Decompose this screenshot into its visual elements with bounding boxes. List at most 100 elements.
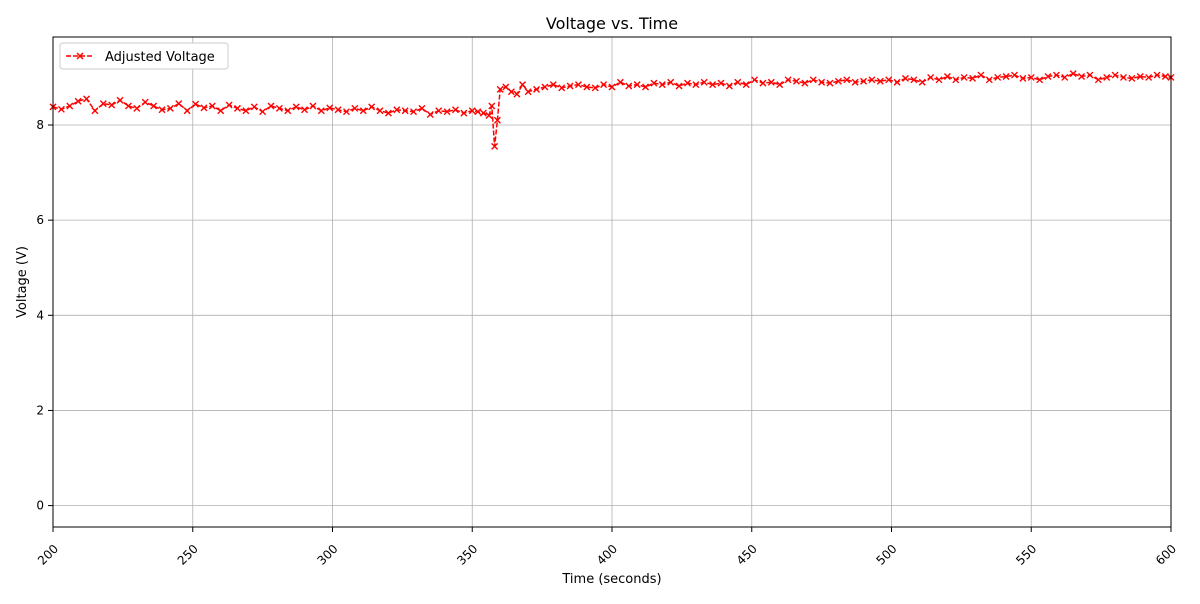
- data-point-marker: [175, 100, 183, 108]
- data-point-marker: [1119, 73, 1127, 81]
- data-point-marker: [166, 104, 174, 112]
- data-point-marker: [1128, 74, 1136, 82]
- legend-x-marker-icon: [76, 52, 84, 60]
- data-point-marker: [784, 76, 792, 84]
- data-point-marker: [1010, 71, 1018, 79]
- data-point-marker: [616, 78, 624, 86]
- data-point-marker: [359, 107, 367, 115]
- data-point-marker: [108, 101, 116, 109]
- x-tick-label: 350: [454, 542, 480, 568]
- data-point-marker: [1044, 72, 1052, 80]
- chart-title: Voltage vs. Time: [546, 14, 678, 33]
- data-point-marker: [885, 76, 893, 84]
- data-point-marker: [217, 107, 225, 115]
- data-point-marker: [435, 107, 443, 115]
- data-point-marker: [994, 73, 1002, 81]
- data-point-marker: [1094, 76, 1102, 84]
- data-point-marker: [558, 84, 566, 92]
- data-point-marker: [99, 100, 107, 108]
- data-point-marker: [242, 107, 250, 115]
- data-point-marker: [843, 76, 851, 84]
- data-point-marker: [418, 104, 426, 112]
- data-point-marker: [633, 81, 641, 89]
- data-point-marker: [479, 109, 487, 117]
- data-point-marker: [124, 102, 132, 110]
- data-point-marker: [192, 100, 200, 108]
- data-point-marker: [943, 72, 951, 80]
- data-point-marker: [519, 81, 527, 89]
- x-tick-label: 500: [874, 542, 900, 568]
- data-point-marker: [410, 108, 418, 116]
- grid-layer: [52, 37, 1172, 527]
- data-point-marker: [1078, 72, 1086, 80]
- data-point-marker: [326, 104, 334, 112]
- y-tick-label: 2: [36, 403, 44, 417]
- data-point-marker: [709, 81, 717, 89]
- data-point-marker: [66, 102, 74, 110]
- data-point-marker: [250, 103, 258, 111]
- data-layer: [49, 70, 1175, 150]
- data-point-marker: [91, 107, 99, 115]
- data-point-marker: [834, 77, 842, 85]
- data-point-marker: [1061, 73, 1069, 81]
- data-point-marker: [259, 108, 267, 116]
- data-point-marker: [583, 83, 591, 91]
- data-point-marker: [876, 77, 884, 85]
- data-point-marker: [977, 71, 985, 79]
- data-point-marker: [960, 73, 968, 81]
- data-point-marker: [1052, 71, 1060, 79]
- legend: Adjusted Voltage: [59, 42, 229, 70]
- data-point-marker: [1036, 76, 1044, 84]
- data-point-marker: [650, 79, 658, 87]
- data-point-marker: [533, 85, 541, 93]
- data-point-marker: [507, 88, 515, 96]
- data-point-marker: [225, 101, 233, 109]
- data-point-marker: [368, 103, 376, 111]
- data-point-marker: [513, 90, 521, 98]
- y-axis-title: Voltage (V): [15, 246, 30, 318]
- data-point-marker: [1153, 71, 1161, 79]
- data-point-marker: [267, 102, 275, 110]
- x-tick-label: 450: [734, 542, 760, 568]
- data-point-marker: [401, 107, 409, 115]
- data-point-marker: [183, 107, 191, 115]
- x-tick-label: 250: [175, 542, 201, 568]
- data-point-marker: [910, 76, 918, 84]
- x-tick-label: 550: [1013, 542, 1039, 568]
- data-point-marker: [83, 95, 91, 103]
- data-point-marker: [384, 109, 392, 117]
- data-point-marker: [460, 109, 468, 117]
- data-point-marker: [776, 81, 784, 89]
- data-point-marker: [133, 104, 141, 112]
- data-point-marker: [809, 76, 817, 84]
- data-point-marker: [474, 108, 482, 116]
- data-point-marker: [376, 107, 384, 115]
- data-point-marker: [443, 108, 451, 116]
- data-point-marker: [524, 88, 532, 96]
- data-point-marker: [1136, 72, 1144, 80]
- data-point-marker: [233, 104, 241, 112]
- data-point-marker: [985, 76, 993, 84]
- data-point-marker: [818, 78, 826, 86]
- data-point-marker: [952, 76, 960, 84]
- data-point-marker: [826, 79, 834, 87]
- data-point-marker: [759, 79, 767, 87]
- y-tick-label: 6: [36, 213, 44, 227]
- data-point-marker: [574, 81, 582, 89]
- data-point-marker: [658, 81, 666, 89]
- data-point-marker: [351, 104, 359, 112]
- data-point-marker: [468, 107, 476, 115]
- data-point-marker: [725, 82, 733, 90]
- data-point-marker: [860, 77, 868, 85]
- data-point-marker: [1086, 71, 1094, 79]
- data-point-marker: [625, 82, 633, 90]
- data-point-marker: [317, 107, 325, 115]
- data-point-marker: [342, 108, 350, 116]
- data-point-marker: [901, 74, 909, 82]
- data-point-marker: [893, 78, 901, 86]
- data-point-marker: [692, 81, 700, 89]
- data-point-marker: [502, 83, 510, 91]
- data-point-marker: [292, 103, 300, 111]
- data-point-marker: [751, 76, 759, 84]
